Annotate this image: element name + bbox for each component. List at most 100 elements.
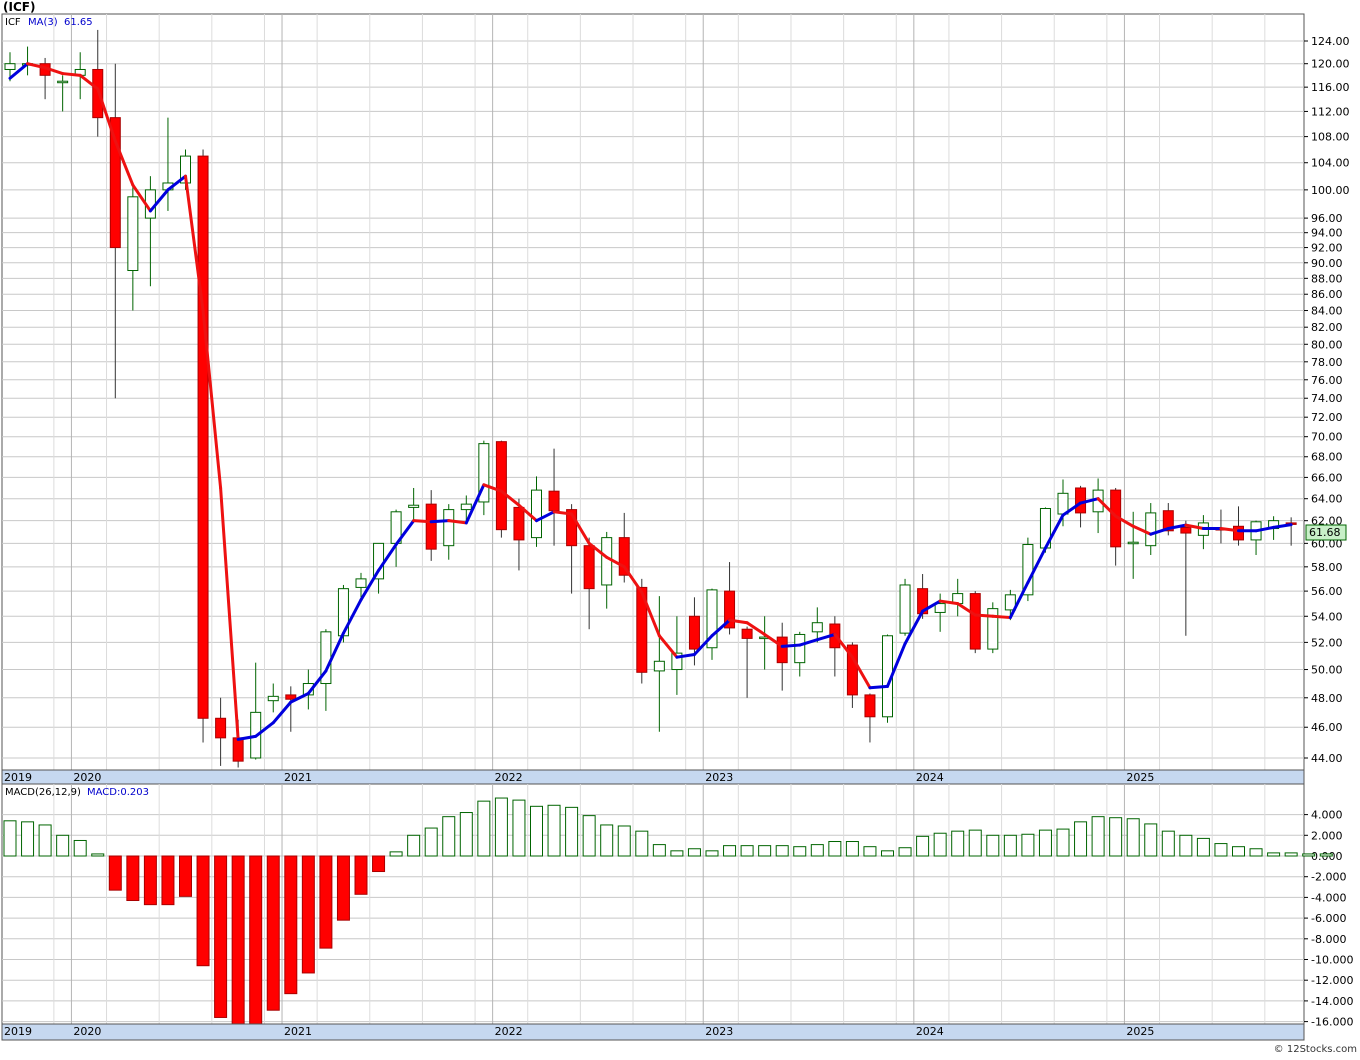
candle-body-up [811, 622, 823, 633]
macd-bar-positive [986, 834, 1000, 857]
macd-xaxis-band [1, 1023, 1305, 1041]
legend-ma-value: 61.65 [64, 17, 93, 28]
ma-segment [622, 565, 644, 594]
price-xaxis-label: 2023 [705, 771, 733, 784]
macd-bar-positive [91, 853, 105, 857]
price-tag: 61.68 [1309, 526, 1341, 539]
candle [741, 626, 753, 698]
ma-segment [640, 590, 661, 638]
candle [583, 537, 595, 630]
ma-segment [903, 609, 925, 646]
candle-body-up [987, 608, 999, 650]
candle-body-down [513, 506, 525, 541]
macd-bar-positive [442, 816, 456, 857]
macd-bar-positive [38, 824, 52, 857]
candle-body-down [741, 628, 753, 639]
candle-body-down [197, 155, 209, 719]
candle-body-down [1162, 510, 1174, 532]
price-tick-label: 124.00 [1311, 35, 1350, 48]
price-tick-label: 84.00 [1311, 305, 1343, 318]
price-tick-label: 56.00 [1311, 585, 1343, 598]
macd-bar-positive [1021, 833, 1035, 857]
macd-tick-label: 0.000 [1311, 850, 1343, 863]
macd-xaxis-label: 2024 [916, 1025, 944, 1038]
macd-bar-negative [196, 855, 210, 967]
candle-body-down [724, 590, 736, 629]
ma-segment [938, 599, 960, 606]
macd-legend-label: MACD(26,12,9) [5, 787, 81, 798]
price-tick-label: 100.00 [1311, 184, 1350, 197]
ma-segment [868, 684, 889, 690]
price-tick-label: 120.00 [1311, 58, 1350, 71]
candle [478, 440, 490, 516]
macd-bar-positive [530, 805, 543, 857]
macd-bar-positive [705, 850, 719, 857]
candle-body-up [934, 603, 946, 613]
macd-panel: 4.000 2.000 0.000 -2.000 -4.000 -6.000 -8.000 -… [1, 783, 1353, 1041]
ma-segment [745, 621, 767, 636]
price-xaxis-label: 2022 [495, 771, 523, 784]
macd-bar-positive [565, 806, 579, 857]
ma-segment [587, 541, 609, 559]
macd-bar-positive [968, 829, 982, 857]
ma-segment [552, 510, 574, 516]
macd-bar-positive [1038, 829, 1052, 857]
ma-segment [535, 510, 556, 523]
candle [57, 75, 69, 112]
candle [460, 495, 472, 521]
macd-tick-label: -14.000 [1311, 995, 1353, 1008]
macd-bar-positive [1074, 821, 1088, 857]
macd-bar-positive [547, 804, 561, 857]
candle-body-down [583, 545, 595, 590]
price-tick-label: 62.00 [1311, 515, 1343, 528]
candle [987, 602, 999, 654]
price-panel: 124.00 120.00 116.00 112.00 108.00 104.00 100.… [1, 13, 1350, 785]
ma-segment [1254, 525, 1276, 533]
candle-body-up [653, 660, 665, 672]
ma-segment [1008, 581, 1030, 620]
ma-segment [1131, 524, 1153, 536]
macd-bar-negative [214, 855, 228, 1018]
candle-body-down [846, 644, 858, 696]
candle-body-up [355, 578, 367, 588]
price-tick-label: 104.00 [1311, 157, 1350, 170]
candle [794, 631, 806, 677]
ma-segment [43, 66, 65, 76]
ma-segment [306, 669, 328, 695]
ma-segment [78, 73, 100, 91]
macd-bar-positive [407, 834, 421, 857]
macd-bar-negative [126, 855, 140, 902]
price-tick-label: 88.00 [1311, 272, 1343, 285]
macd-tick-label: -4.000 [1311, 891, 1346, 904]
candle [267, 683, 279, 713]
ma-segment [1149, 527, 1170, 536]
macd-bar-positive [1196, 837, 1210, 857]
price-tick-label: 92.00 [1311, 242, 1343, 255]
candle-body-up [1004, 594, 1016, 611]
ma-segment [148, 188, 170, 213]
macd-bar-positive [723, 845, 737, 857]
ma-segment [1061, 501, 1083, 517]
ma-segment [324, 631, 345, 673]
candle [408, 487, 420, 521]
candle-body-down [1233, 525, 1244, 541]
macd-bar-positive [1003, 834, 1017, 857]
price-tick-label: 64.00 [1311, 493, 1343, 506]
price-tick-label: 44.00 [1311, 752, 1343, 765]
chart-title: (ICF) [3, 0, 35, 14]
macd-bar-negative [301, 855, 315, 974]
candle [425, 490, 437, 561]
price-xaxis-label: 2025 [1126, 771, 1154, 784]
macd-bar-positive [1056, 828, 1070, 857]
price-tick-label: 46.00 [1311, 721, 1343, 734]
candle-body-down [1075, 487, 1087, 514]
candle-body-up [478, 443, 490, 503]
macd-bar-positive [1144, 823, 1158, 857]
legend-ma-label: MA(3) [28, 17, 58, 28]
macd-bar-positive [3, 820, 17, 857]
macd-bar-positive [1302, 853, 1316, 857]
ma-segment [341, 598, 363, 635]
candle [653, 596, 665, 732]
macd-bar-positive [73, 839, 87, 857]
